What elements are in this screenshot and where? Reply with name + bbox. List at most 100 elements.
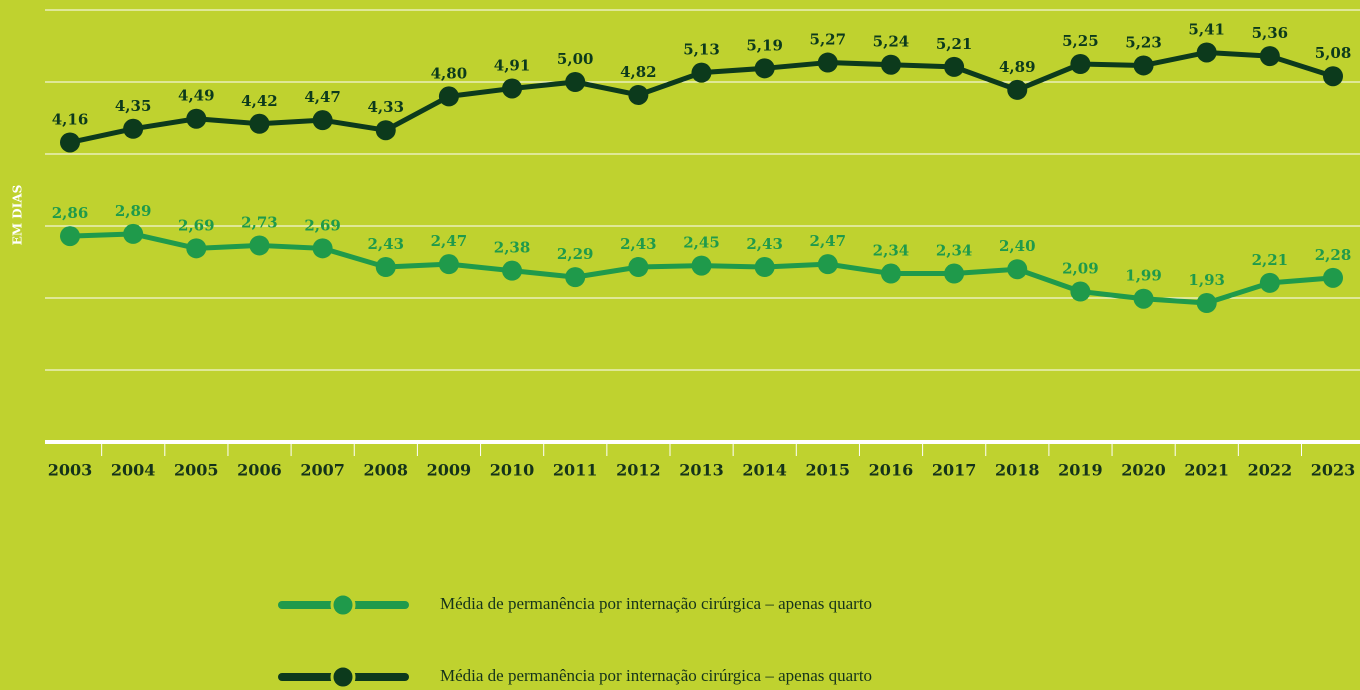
data-label: 2,28	[1315, 246, 1352, 264]
y-axis-label: EM DIAS	[11, 185, 25, 246]
data-point	[691, 62, 712, 83]
data-label: 2,69	[304, 216, 341, 234]
data-label: 4,80	[431, 64, 468, 82]
x-tick-label: 2010	[490, 461, 535, 480]
data-label: 5,27	[810, 31, 847, 49]
data-point	[817, 254, 838, 275]
data-point	[944, 56, 965, 77]
legend-label: Média de permanência por internação cirú…	[440, 594, 872, 613]
x-tick-label: 2008	[363, 461, 408, 480]
data-label: 2,43	[620, 235, 657, 253]
data-point	[565, 267, 586, 288]
x-tick-label: 2005	[174, 461, 219, 480]
data-label: 5,24	[873, 33, 910, 51]
data-label: 2,47	[431, 232, 468, 250]
x-tick-label: 2012	[616, 461, 661, 480]
data-point	[1007, 259, 1028, 280]
x-tick-label: 2016	[869, 461, 914, 480]
data-label: 5,08	[1315, 44, 1352, 62]
data-label: 2,38	[494, 239, 531, 257]
x-tick-label: 2014	[742, 461, 787, 480]
data-point	[123, 223, 144, 244]
data-label: 2,73	[241, 213, 278, 231]
data-point	[1070, 281, 1091, 302]
data-point	[312, 238, 333, 259]
x-tick-label: 2006	[237, 461, 282, 480]
legend-marker	[330, 592, 356, 618]
data-point	[123, 118, 144, 139]
data-point	[186, 238, 207, 259]
data-point	[691, 255, 712, 276]
data-point	[1196, 42, 1217, 63]
data-label: 1,99	[1125, 267, 1162, 285]
x-tick-label: 2004	[111, 461, 156, 480]
data-label: 4,49	[178, 87, 215, 105]
data-label: 4,35	[115, 97, 152, 115]
data-point	[944, 263, 965, 284]
data-point	[502, 260, 523, 281]
data-label: 2,21	[1252, 251, 1289, 269]
x-tick-label: 2017	[932, 461, 977, 480]
data-label: 4,16	[52, 110, 89, 128]
x-tick-label: 2013	[679, 461, 724, 480]
x-tick-label: 2023	[1311, 461, 1356, 480]
data-point	[438, 86, 459, 107]
data-point	[880, 263, 901, 284]
data-point	[375, 120, 396, 141]
data-point	[249, 113, 270, 134]
data-label: 5,23	[1125, 33, 1162, 51]
data-label: 4,33	[367, 98, 404, 116]
data-point	[1007, 79, 1028, 100]
data-label: 1,93	[1188, 271, 1225, 289]
data-point	[1196, 293, 1217, 314]
data-label: 2,43	[746, 235, 783, 253]
x-tick-label: 2020	[1121, 461, 1166, 480]
data-point	[375, 257, 396, 278]
data-point	[880, 54, 901, 75]
data-point	[628, 257, 649, 278]
data-label: 4,42	[241, 92, 278, 110]
data-label: 5,25	[1062, 32, 1099, 50]
data-label: 2,89	[115, 202, 152, 220]
x-tick-label: 2011	[553, 461, 598, 480]
data-point	[249, 235, 270, 256]
data-point	[754, 257, 775, 278]
data-label: 5,41	[1188, 20, 1225, 38]
data-point	[60, 132, 80, 153]
data-label: 5,36	[1252, 24, 1289, 42]
data-label: 2,34	[936, 242, 973, 260]
data-label: 2,47	[810, 232, 847, 250]
x-tick-label: 2003	[48, 461, 93, 480]
data-point	[817, 52, 838, 73]
data-label: 2,86	[52, 204, 89, 222]
legend-marker	[330, 664, 356, 690]
data-point	[1133, 288, 1154, 309]
data-label: 2,43	[367, 235, 404, 253]
data-label: 4,89	[999, 58, 1036, 76]
data-point	[438, 254, 459, 275]
x-tick-label: 2007	[300, 461, 345, 480]
x-tick-label: 2009	[427, 461, 472, 480]
data-point	[1133, 55, 1154, 76]
data-point	[186, 108, 207, 129]
data-label: 4,91	[494, 56, 531, 74]
data-label: 4,82	[620, 63, 657, 81]
data-label: 2,45	[683, 234, 720, 252]
data-point	[502, 78, 523, 99]
data-point	[628, 84, 649, 105]
data-point	[1070, 54, 1091, 74]
data-label: 5,21	[936, 35, 973, 53]
data-label: 4,47	[304, 88, 341, 106]
data-point	[312, 110, 333, 131]
data-point	[60, 226, 80, 247]
data-point	[1259, 272, 1280, 293]
data-label: 5,00	[557, 50, 594, 68]
data-label: 2,29	[557, 245, 594, 263]
data-label: 2,34	[873, 242, 910, 260]
data-label: 2,40	[999, 237, 1036, 255]
data-point	[1323, 267, 1343, 288]
x-tick-label: 2015	[806, 461, 851, 480]
data-point	[1259, 46, 1280, 67]
data-label: 5,13	[683, 41, 720, 59]
